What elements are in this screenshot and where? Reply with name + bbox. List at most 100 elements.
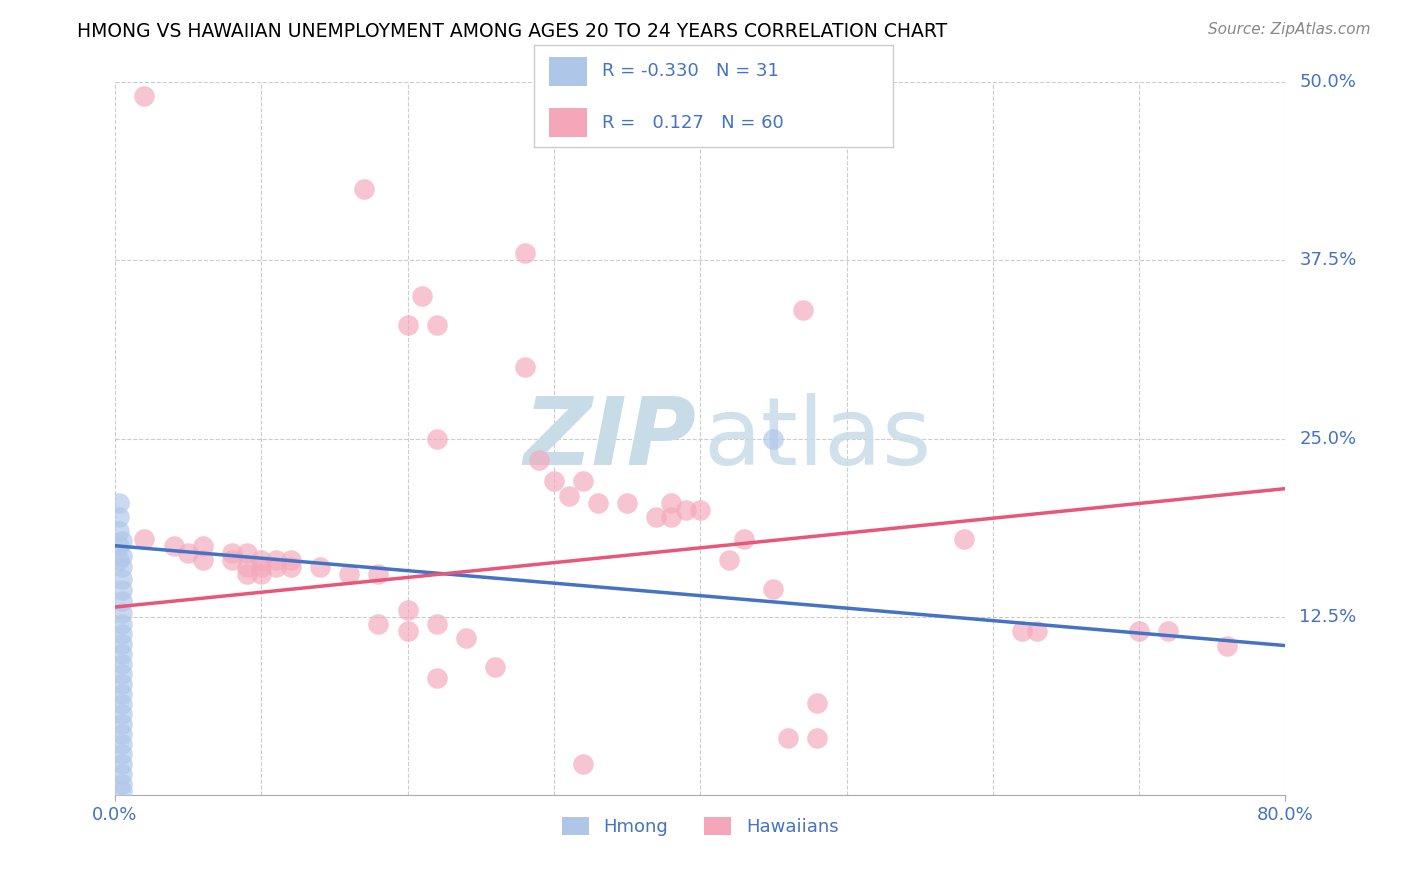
Point [111,549,134,563]
Point [1128,624,1150,639]
Point [111,737,134,751]
Point [411,289,433,303]
Point [484,660,506,674]
Point [111,727,134,741]
Point [675,503,697,517]
Point [353,182,375,196]
Point [111,687,134,701]
Point [1157,624,1180,639]
Point [367,617,389,632]
Point [586,496,609,510]
Point [108,553,131,567]
Text: 12.5%: 12.5% [1299,608,1357,626]
Text: 25.0%: 25.0% [1299,430,1357,448]
Point [108,510,131,524]
Point [280,560,302,574]
Point [177,546,200,560]
Point [264,553,287,567]
Point [792,303,814,318]
Point [529,453,551,467]
Point [108,539,131,553]
Text: R = -0.330   N = 31: R = -0.330 N = 31 [602,62,779,80]
Point [250,553,273,567]
Point [645,510,668,524]
Point [776,731,799,746]
Point [806,696,828,710]
Point [659,496,682,510]
Point [111,617,134,632]
Bar [548,108,588,137]
Point [111,572,134,586]
Point [806,731,828,746]
Point [308,560,330,574]
Point [718,553,741,567]
Point [111,667,134,681]
Text: R =   0.127   N = 60: R = 0.127 N = 60 [602,113,785,131]
Point [952,532,974,546]
Point [426,672,449,686]
Point [191,539,214,553]
Point [543,475,565,489]
Point [108,496,131,510]
Point [221,546,243,560]
Point [111,677,134,691]
Point [1025,624,1047,639]
Point [111,767,134,781]
Point [1216,639,1239,653]
Point [134,532,156,546]
Point [111,697,134,711]
Point [111,627,134,641]
Point [162,539,184,553]
Point [111,534,134,549]
Point [280,553,302,567]
Point [111,707,134,722]
Point [572,475,595,489]
Point [659,510,682,524]
Point [111,647,134,661]
Point [456,632,478,646]
Point [191,553,214,567]
Text: Source: ZipAtlas.com: Source: ZipAtlas.com [1208,22,1371,37]
Point [689,503,711,517]
Text: atlas: atlas [704,392,932,484]
Text: HMONG VS HAWAIIAN UNEMPLOYMENT AMONG AGES 20 TO 24 YEARS CORRELATION CHART: HMONG VS HAWAIIAN UNEMPLOYMENT AMONG AGE… [77,22,948,41]
Point [235,560,257,574]
Point [111,582,134,597]
Point [396,318,419,332]
Point [426,318,449,332]
Point [111,717,134,731]
Legend: Hmong, Hawaiians: Hmong, Hawaiians [555,810,845,844]
Point [111,747,134,761]
Point [762,582,785,596]
Point [396,603,419,617]
Point [762,432,785,446]
Text: 37.5%: 37.5% [1299,252,1357,269]
Text: 50.0%: 50.0% [1299,73,1357,91]
Bar [548,57,588,86]
Point [1011,624,1033,639]
Point [111,784,134,798]
Point [111,637,134,651]
Point [367,567,389,582]
Point [264,560,287,574]
Point [111,606,134,620]
Point [111,657,134,672]
Point [111,594,134,608]
Point [111,560,134,574]
Point [111,777,134,791]
Point [572,757,595,772]
Point [733,532,755,546]
Point [616,496,638,510]
Text: ZIP: ZIP [524,392,697,484]
Point [221,553,243,567]
Point [396,624,419,639]
Point [235,546,257,560]
Point [134,89,156,103]
Point [513,246,536,260]
Point [426,432,449,446]
Point [337,567,360,582]
Point [235,567,257,582]
Point [108,524,131,539]
Point [250,560,273,574]
Point [426,617,449,632]
